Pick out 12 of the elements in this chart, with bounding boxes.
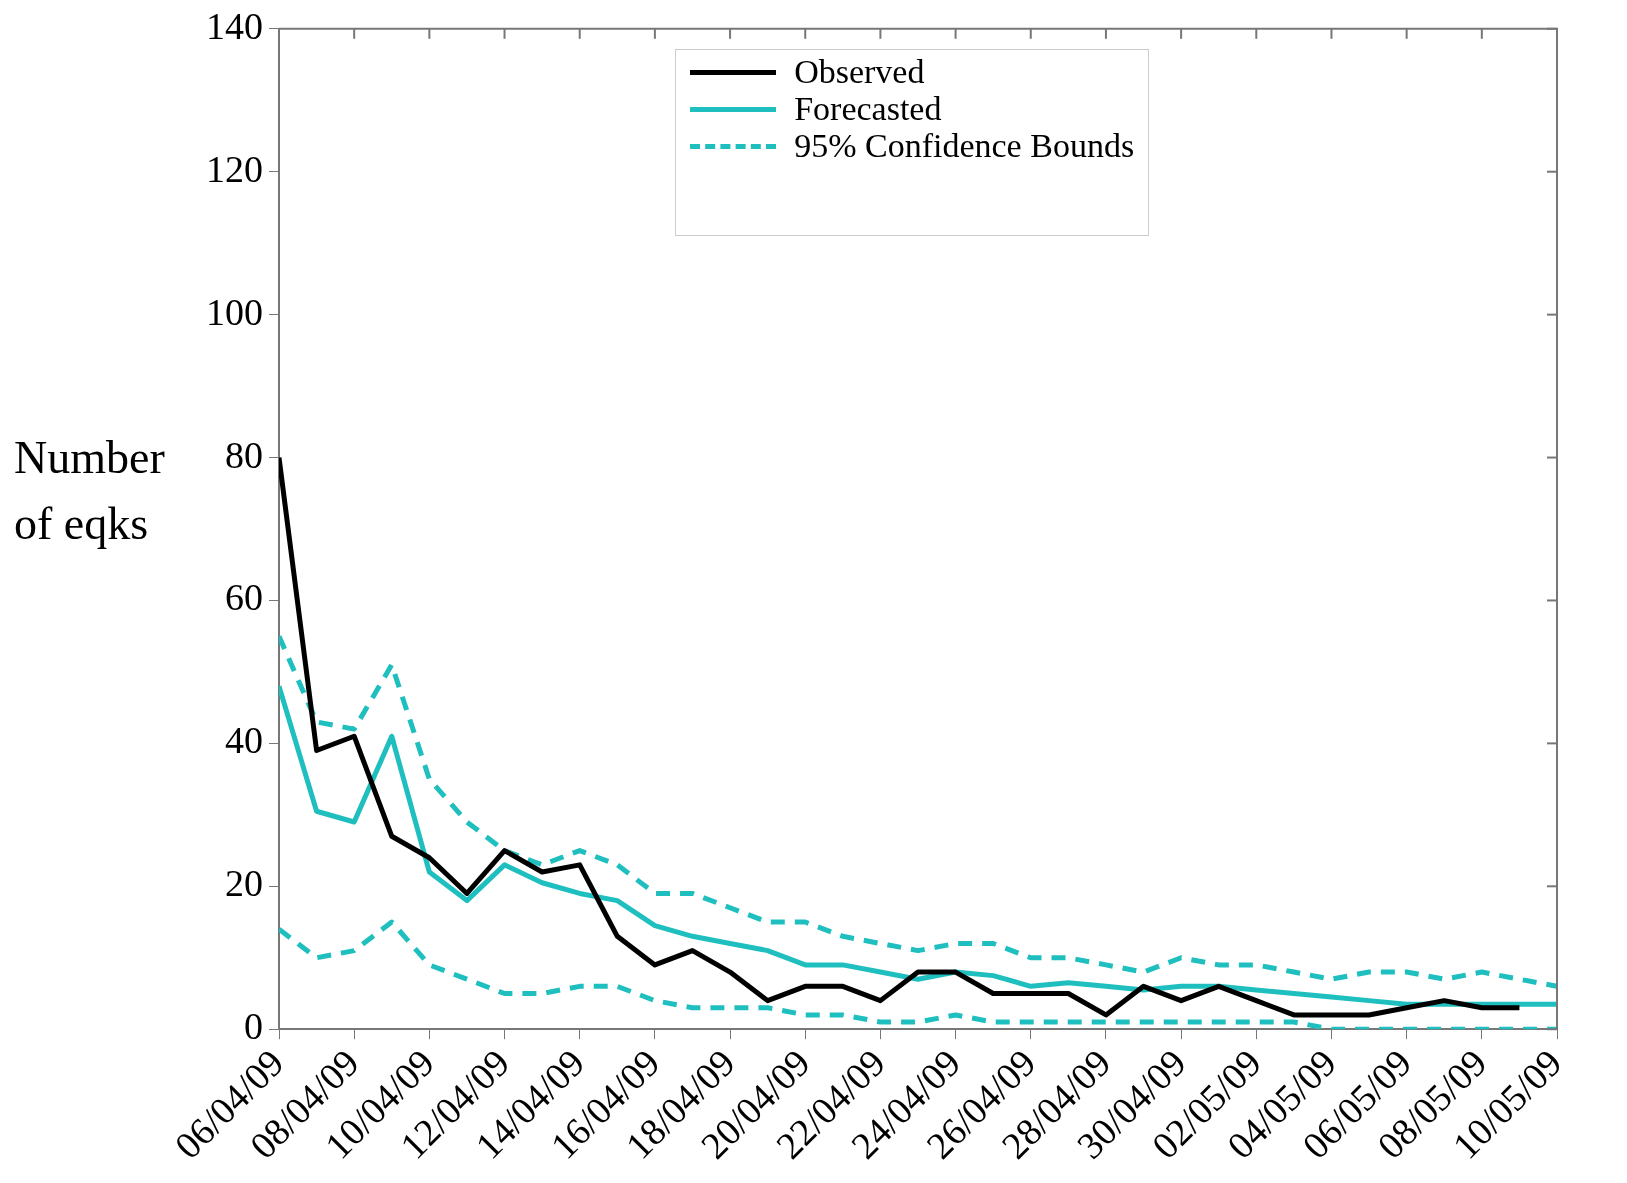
y-tick-label: 100 — [206, 290, 263, 333]
y-tick-label: 0 — [244, 1005, 263, 1048]
y-tick-label: 120 — [206, 147, 263, 190]
legend-label: 95% Confidence Bounds — [794, 127, 1135, 166]
y-tick-label: 40 — [225, 719, 263, 762]
legend-label: Observed — [794, 53, 925, 92]
y-tick-label: 60 — [225, 576, 263, 619]
y-tick-label: 80 — [225, 433, 263, 476]
y-tick-label: 140 — [206, 4, 263, 47]
y-axis-title: Number of eqks — [14, 431, 166, 551]
y-tick-label: 20 — [225, 862, 263, 905]
legend-label: Forecasted — [794, 90, 942, 129]
